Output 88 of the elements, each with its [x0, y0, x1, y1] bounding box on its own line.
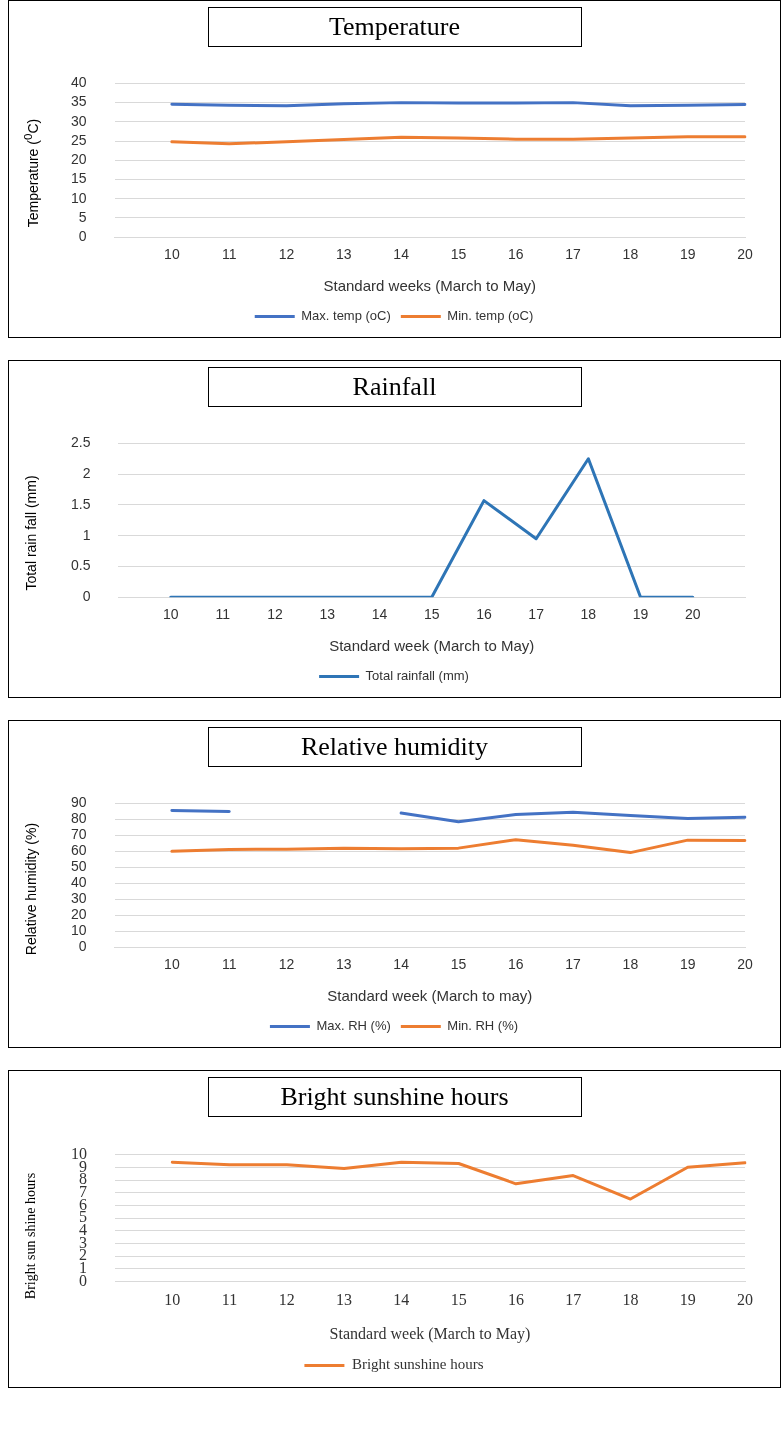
y-tick-label: 70	[70, 826, 87, 843]
x-tick-label: 10	[164, 956, 180, 973]
y-axis-title: Relative humidity (%)	[23, 823, 39, 956]
x-tick-label: 18	[622, 956, 639, 973]
x-tick-label: 18	[622, 246, 639, 263]
y-tick-label: 2.5	[70, 434, 91, 451]
x-tick-label: 16	[507, 1291, 524, 1309]
y-tick-label: 25	[70, 131, 87, 148]
x-tick-label: 19	[632, 606, 649, 623]
x-tick-label: 14	[393, 246, 410, 263]
x-tick-label: 13	[336, 956, 352, 973]
chart-title: Bright sunshine hours	[207, 1077, 582, 1117]
y-tick-label: 1	[82, 526, 91, 543]
x-tick-label: 16	[507, 246, 524, 263]
y-tick-label: 30	[70, 890, 87, 907]
y-tick-label: 35	[70, 93, 87, 110]
x-axis-title: Standard week (March to may)	[327, 987, 533, 1005]
x-axis-title: Standard week (March to May)	[329, 637, 535, 655]
y-tick-label: 20	[70, 151, 87, 168]
chart-title: Rainfall	[207, 367, 582, 407]
x-tick-label: 15	[423, 606, 440, 623]
x-tick-label: 11	[215, 606, 231, 623]
y-tick-label: 10	[70, 189, 87, 206]
y-axis-title: Total rain fall (mm)	[23, 475, 39, 591]
legend-label: Total rainfall (mm)	[365, 668, 469, 684]
x-tick-label: 10	[164, 246, 180, 263]
x-tick-label: 19	[679, 246, 696, 263]
x-tick-label: 11	[221, 1291, 238, 1309]
x-tick-label: 13	[319, 606, 336, 623]
y-tick-label: 60	[70, 842, 87, 859]
x-tick-label: 14	[371, 606, 388, 623]
y-tick-label: 1.5	[70, 495, 91, 512]
x-tick-label: 14	[393, 1291, 410, 1309]
y-tick-label: 0.5	[70, 557, 91, 574]
y-tick-label: 15	[70, 170, 87, 187]
y-tick-label: 40	[70, 874, 87, 891]
x-tick-label: 17	[565, 956, 582, 973]
x-tick-label: 12	[267, 606, 284, 623]
y-tick-label: 0	[82, 588, 91, 605]
y-tick-label: 30	[70, 112, 87, 129]
x-tick-label: 19	[679, 1291, 696, 1309]
x-tick-label: 10	[162, 606, 179, 623]
legend-label: Max. temp (oC)	[301, 308, 391, 324]
x-tick-label: 16	[476, 606, 492, 623]
x-tick-label: 17	[528, 606, 545, 623]
x-tick-label: 20	[737, 246, 753, 263]
y-tick-label: 4	[79, 1221, 87, 1238]
x-tick-label: 18	[580, 606, 597, 623]
x-tick-label: 13	[336, 246, 352, 263]
legend-label: Min. temp (oC)	[447, 308, 534, 324]
y-tick-label: 10	[71, 1144, 87, 1162]
x-tick-label: 19	[679, 956, 696, 973]
x-tick-label: 20	[737, 956, 753, 973]
x-tick-label: 15	[450, 956, 467, 973]
y-tick-label: 50	[70, 858, 87, 875]
x-tick-label: 12	[278, 246, 295, 263]
x-tick-label: 17	[565, 1291, 582, 1309]
y-tick-label: 0	[78, 938, 87, 955]
x-axis-title: Standard weeks (March to May)	[323, 277, 537, 295]
x-axis-title: Standard week (March to May)	[329, 1324, 531, 1343]
x-tick-label: 12	[278, 956, 295, 973]
x-tick-label: 11	[221, 246, 237, 263]
x-tick-label: 12	[278, 1291, 295, 1309]
x-tick-label: 20	[685, 606, 701, 623]
x-tick-label: 13	[336, 1291, 353, 1309]
x-tick-label: 15	[450, 1291, 467, 1309]
legend-label: Bright sunshine hours	[351, 1356, 484, 1373]
y-axis-title: Bright sun shine hours	[23, 1172, 39, 1299]
x-tick-label: 17	[565, 246, 582, 263]
x-tick-label: 15	[450, 246, 467, 263]
y-tick-label: 0	[78, 228, 87, 245]
chart-title: Temperature	[207, 7, 582, 47]
x-tick-label: 16	[507, 956, 524, 973]
x-tick-label: 10	[164, 1291, 181, 1309]
y-tick-label: 20	[70, 906, 87, 923]
legend-label: Min. RH (%)	[447, 1018, 519, 1034]
legend-label: Max. RH (%)	[316, 1018, 391, 1034]
y-tick-label: 2	[82, 465, 91, 482]
x-tick-label: 11	[221, 956, 237, 973]
y-tick-label: 10	[70, 922, 87, 939]
x-tick-label: 14	[393, 956, 410, 973]
y-tick-label: 80	[70, 810, 87, 827]
y-tick-label: 5	[78, 208, 87, 225]
x-tick-label: 18	[622, 1291, 639, 1309]
y-tick-label: 40	[70, 74, 87, 91]
x-tick-label: 20	[737, 1291, 753, 1309]
y-tick-label: 90	[70, 794, 87, 811]
chart-title: Relative humidity	[207, 727, 582, 767]
